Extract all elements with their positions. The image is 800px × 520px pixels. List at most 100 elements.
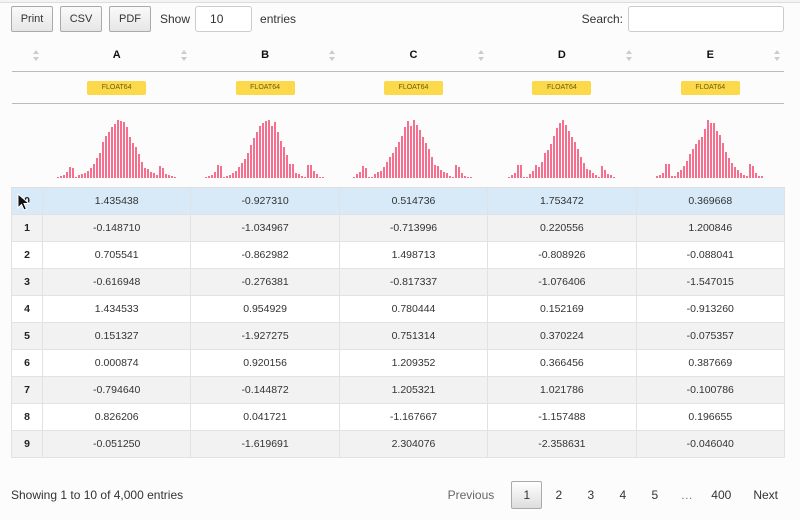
histogram-chart: [43, 118, 191, 178]
column-header-a[interactable]: A: [42, 40, 191, 72]
cell: 1.435438: [42, 187, 192, 215]
column-header-index[interactable]: [11, 40, 43, 72]
page-button-3[interactable]: 3: [587, 488, 595, 502]
cell: 1.498713: [339, 241, 489, 269]
table-row[interactable]: 5 0.151327 -1.927275 0.751314 0.370224 -0.075…: [11, 322, 785, 350]
cell: 0.705541: [42, 241, 192, 269]
sort-icon[interactable]: [329, 50, 336, 61]
cell: -0.927310: [190, 187, 340, 215]
histogram-bar: [455, 164, 458, 178]
column-header-c[interactable]: C: [339, 40, 488, 72]
histogram-bar: [307, 164, 310, 178]
page-button-1[interactable]: 1: [511, 481, 543, 509]
csv-button[interactable]: CSV: [60, 6, 102, 32]
table-row[interactable]: 6 0.000874 0.920156 1.209352 0.366456 0.38766…: [11, 349, 785, 377]
histogram-bar: [359, 171, 362, 178]
cell: -0.046040: [636, 430, 785, 458]
histogram-bar: [665, 163, 668, 178]
histogram-bar: [437, 165, 440, 178]
search-input[interactable]: [628, 6, 784, 32]
histogram-bar: [256, 131, 259, 178]
cell: -0.808926: [487, 241, 637, 269]
cell: 0.369668: [636, 187, 785, 215]
column-label: E: [706, 49, 714, 62]
table-row[interactable]: 9 -0.051250 -1.619691 2.304076 -2.358631 -0.0…: [11, 430, 785, 458]
histogram-chart: [339, 118, 487, 178]
cell: 1.205321: [339, 376, 489, 404]
histogram-bar: [567, 130, 570, 178]
histogram-bar: [603, 169, 606, 178]
histogram-bar: [585, 168, 588, 178]
cell: 2.304076: [339, 430, 489, 458]
histogram-bar: [377, 171, 380, 178]
column-header-d[interactable]: D: [487, 40, 637, 72]
histogram-bar: [422, 136, 425, 178]
histogram-bar: [561, 119, 564, 178]
histogram-bar: [570, 136, 573, 178]
entries-label: entries: [260, 12, 297, 26]
sort-icon[interactable]: [626, 50, 633, 61]
table-row[interactable]: 4 1.434533 0.954929 0.780444 0.152169 -0.9132…: [11, 295, 785, 323]
histogram-bar: [707, 119, 710, 178]
sort-icon[interactable]: [180, 50, 187, 61]
cell: 0.041721: [190, 403, 340, 431]
cell: -2.358631: [487, 430, 637, 458]
cell: -1.076406: [487, 268, 637, 296]
table-row[interactable]: 0 1.435438 -0.927310 0.514736 1.753472 0.3696…: [11, 187, 785, 215]
histogram-bar: [143, 167, 146, 178]
cell: -0.616948: [42, 268, 192, 296]
page-button-2[interactable]: 2: [555, 488, 563, 502]
row-index: 0: [11, 187, 43, 215]
cell: -0.088041: [636, 241, 785, 269]
table-row[interactable]: 7 -0.794640 -0.144872 1.205321 1.021786 -0.10…: [11, 376, 785, 404]
histogram-bar: [749, 163, 752, 178]
row-index: 3: [11, 268, 43, 296]
sort-icon[interactable]: [477, 50, 484, 61]
histogram-bar: [380, 170, 383, 178]
next-page-button[interactable]: Next: [753, 488, 778, 502]
cell: -1.547015: [636, 268, 785, 296]
histogram-bar: [549, 143, 552, 178]
histogram-bar: [704, 128, 707, 178]
histogram-bar: [371, 176, 374, 178]
column-header-e[interactable]: E: [636, 40, 785, 72]
sort-icon[interactable]: [32, 50, 39, 61]
column-header-b[interactable]: B: [190, 40, 340, 72]
page-button-last[interactable]: 400: [711, 488, 732, 502]
histogram-bar: [223, 176, 226, 178]
histogram-bar: [758, 175, 761, 178]
histogram-bar: [140, 161, 143, 178]
histogram-bar: [259, 125, 262, 178]
cell: 0.780444: [339, 295, 489, 323]
table-row[interactable]: 1 -0.148710 -1.034967 -0.713996 0.220556 1.20…: [11, 214, 785, 242]
histogram-bar: [416, 124, 419, 178]
table-row[interactable]: 8 0.826206 0.041721 -1.167667 -1.157488 0.196…: [11, 403, 785, 431]
histogram-bar: [301, 175, 304, 178]
histogram-bar: [407, 120, 410, 178]
page-button-5[interactable]: 5: [651, 488, 659, 502]
histogram-bar: [534, 164, 537, 178]
previous-page-button[interactable]: Previous: [447, 488, 495, 502]
histogram-bar: [98, 152, 101, 178]
cell: -0.862982: [190, 241, 340, 269]
header-row: A B C D E: [11, 40, 785, 72]
histogram-bar: [692, 148, 695, 178]
entries-length-input[interactable]: [195, 6, 253, 32]
histogram-bar: [214, 171, 217, 178]
page-button-4[interactable]: 4: [619, 488, 627, 502]
table-row[interactable]: 2 0.705541 -0.862982 1.498713 -0.808926 -0.08…: [11, 241, 785, 269]
histogram-bar: [304, 176, 307, 178]
print-button[interactable]: Print: [11, 6, 53, 32]
cell: 0.751314: [339, 322, 489, 350]
histogram-bar: [401, 135, 404, 178]
cell: 0.220556: [487, 214, 637, 242]
histogram-bar: [449, 175, 452, 178]
cell: -0.913260: [636, 295, 785, 323]
cell: 0.954929: [190, 295, 340, 323]
column-label: D: [557, 49, 566, 62]
histogram-bar: [612, 176, 615, 178]
pdf-button[interactable]: PDF: [109, 6, 151, 32]
sort-icon[interactable]: [774, 50, 781, 61]
histogram-bar: [677, 171, 680, 178]
table-row[interactable]: 3 -0.616948 -0.276381 -0.817337 -1.076406 -1.…: [11, 268, 785, 296]
